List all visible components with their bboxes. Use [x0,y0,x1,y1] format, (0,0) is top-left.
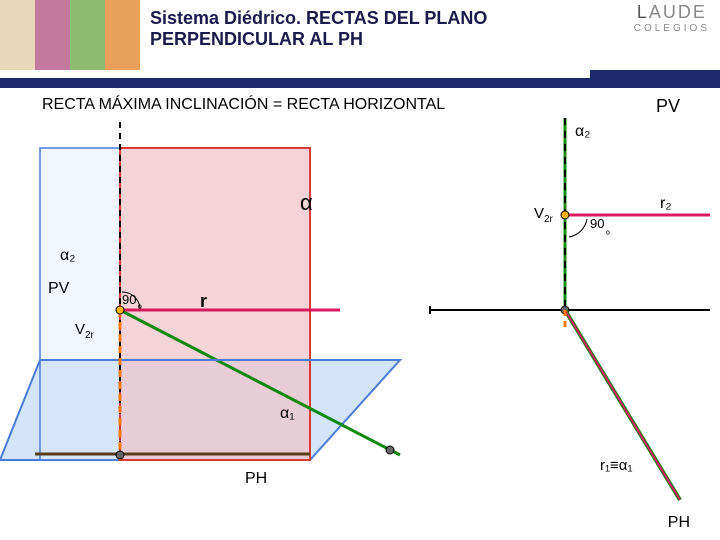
svg-text:2r: 2r [544,214,554,225]
svg-text:r₁≡α₁: r₁≡α₁ [600,457,633,474]
svg-text:º: º [606,230,610,241]
svg-text:r₂: r₂ [660,195,672,212]
right-2d-diagram: α₂ r₂ V2r 90º r₁≡α₁ [0,0,720,540]
ph-bottom-right-label: PH [668,514,690,532]
svg-text:V: V [534,205,544,222]
svg-text:90: 90 [590,216,604,231]
svg-text:α₂: α₂ [575,123,590,140]
